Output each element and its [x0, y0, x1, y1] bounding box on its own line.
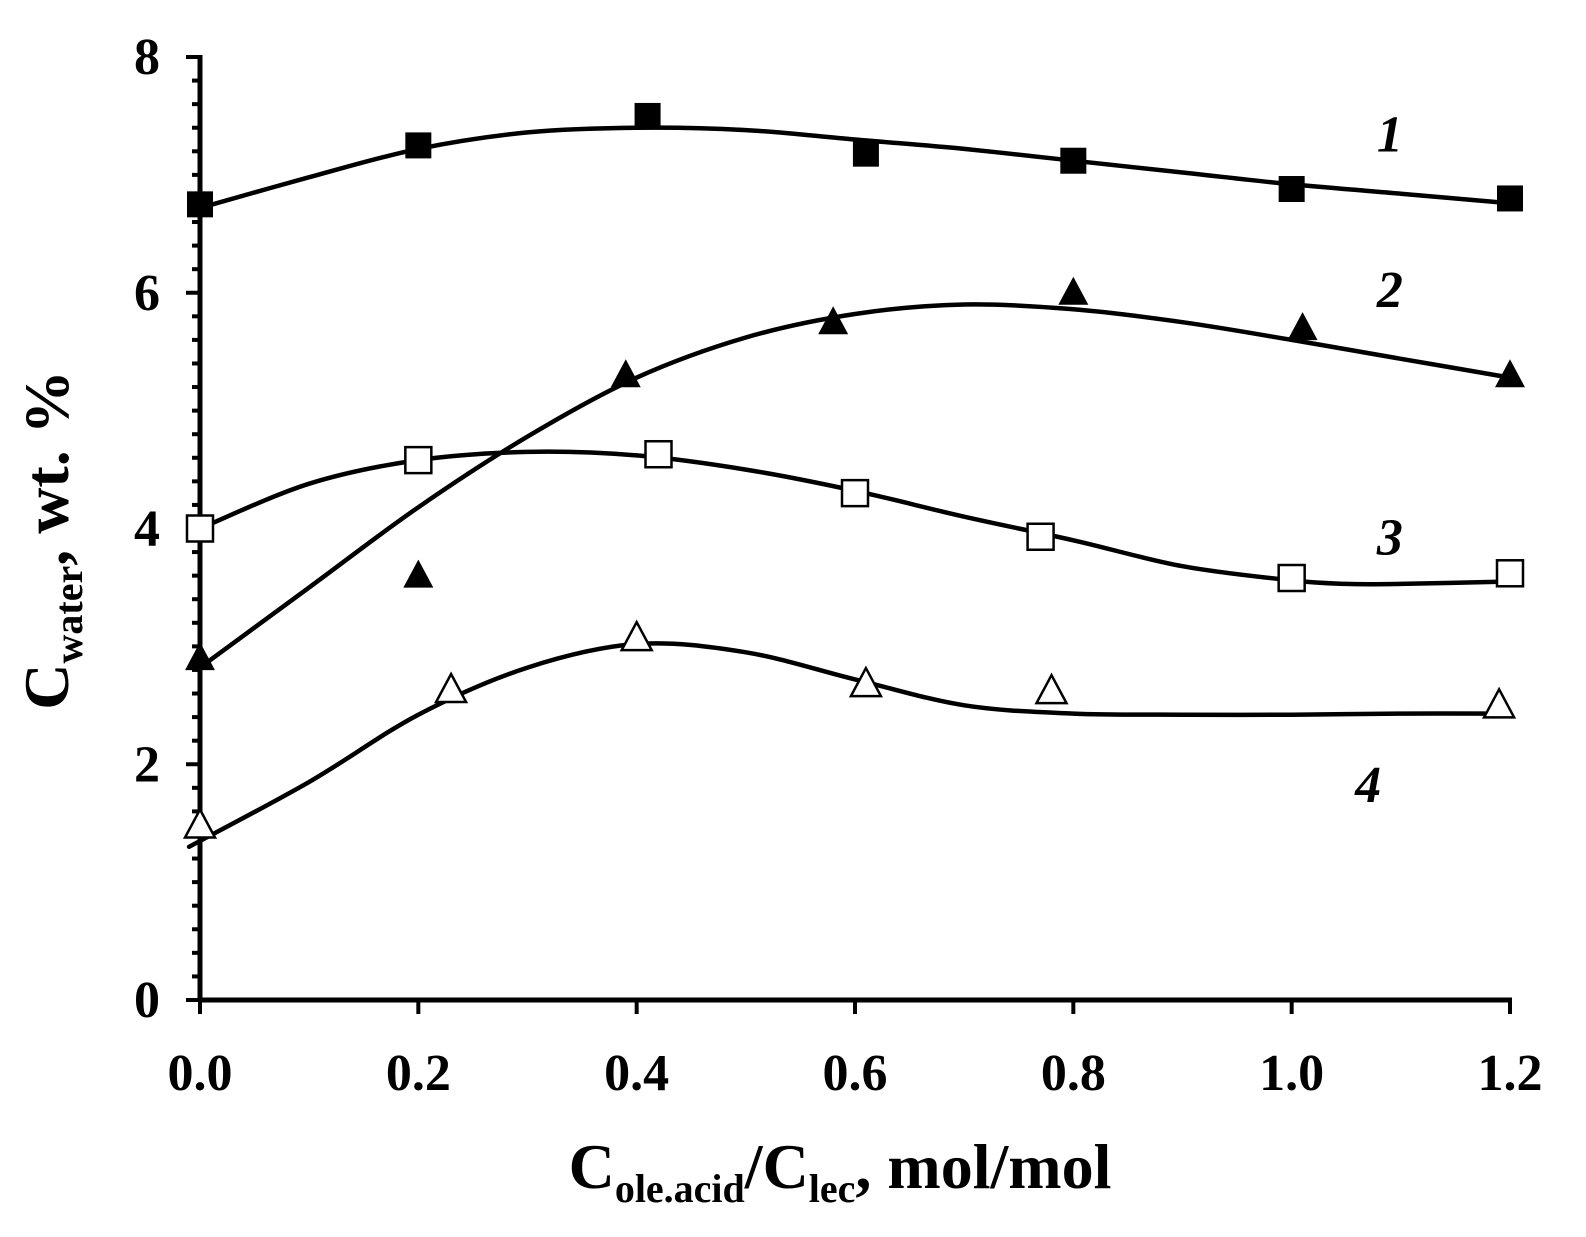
series-2-point	[403, 559, 434, 588]
series-4-fit-line	[186, 641, 1513, 850]
series-3-point	[1495, 559, 1525, 588]
title-text: , mol/mol	[855, 1131, 1111, 1202]
series-1-point	[1060, 147, 1087, 174]
series-1-point	[852, 140, 879, 167]
series-2-point	[1287, 312, 1318, 341]
series-1-fit-line	[197, 125, 1513, 211]
y-tick-label: 6	[134, 265, 160, 322]
series-3-point	[404, 445, 433, 475]
y-tick-label: 4	[134, 501, 160, 558]
series-1-point	[1278, 176, 1305, 203]
series-2-point	[610, 359, 641, 388]
x-tick-label: 0.8	[1041, 1045, 1106, 1102]
series-2-label: 2	[1376, 262, 1403, 319]
series-1-point	[1497, 185, 1523, 212]
title-text: C	[11, 664, 82, 710]
series-1-point	[187, 191, 213, 218]
x-tick-label: 1.2	[1478, 1045, 1543, 1102]
title-subscript: ole.acid	[615, 1166, 745, 1211]
x-tick-label: 0.4	[604, 1045, 669, 1102]
title-subscript: lec	[809, 1166, 856, 1211]
series-4-point	[1481, 686, 1517, 719]
series-3-fit-line	[197, 449, 1513, 587]
series-4-point	[619, 619, 654, 652]
title-text: C	[569, 1131, 615, 1202]
x-tick-label: 0.2	[386, 1045, 451, 1102]
series-3-point	[185, 514, 215, 543]
series-2-point	[1495, 359, 1525, 388]
series-2-point	[818, 306, 849, 335]
title-text: , wt. %	[11, 370, 82, 566]
series-2-point	[185, 642, 215, 671]
series-1-point	[634, 102, 661, 129]
series-1-label: 1	[1377, 106, 1403, 163]
series-2-point	[1058, 276, 1089, 305]
series-4-point	[848, 665, 884, 698]
title-subscript: water	[46, 566, 91, 664]
y-tick-label: 8	[134, 29, 160, 86]
y-tick-label: 2	[134, 736, 160, 793]
series-4-point	[182, 806, 218, 839]
series-3-point	[1026, 522, 1055, 552]
series-3-point	[644, 439, 673, 469]
series-1-point	[405, 132, 432, 159]
y-tick-label: 0	[134, 972, 160, 1029]
series-4-point	[433, 671, 469, 704]
series-labels: 1 2 3 4	[1354, 106, 1403, 814]
series-4-point	[1034, 672, 1069, 705]
x-axis-title: Cole.acid/Clec, mol/mol	[569, 1131, 1112, 1211]
x-tick-label: 1.0	[1259, 1045, 1324, 1102]
x-tick-label: 0.0	[168, 1045, 233, 1102]
x-tick-label: 0.6	[823, 1045, 888, 1102]
data-markers	[182, 102, 1525, 839]
series-3-point	[1277, 563, 1306, 593]
series-3-label: 3	[1376, 509, 1403, 566]
title-text: /C	[744, 1131, 809, 1202]
y-axis-title: Cwater, wt. %	[11, 370, 91, 709]
series-4-label: 4	[1354, 757, 1381, 814]
series-3-point	[840, 478, 870, 508]
